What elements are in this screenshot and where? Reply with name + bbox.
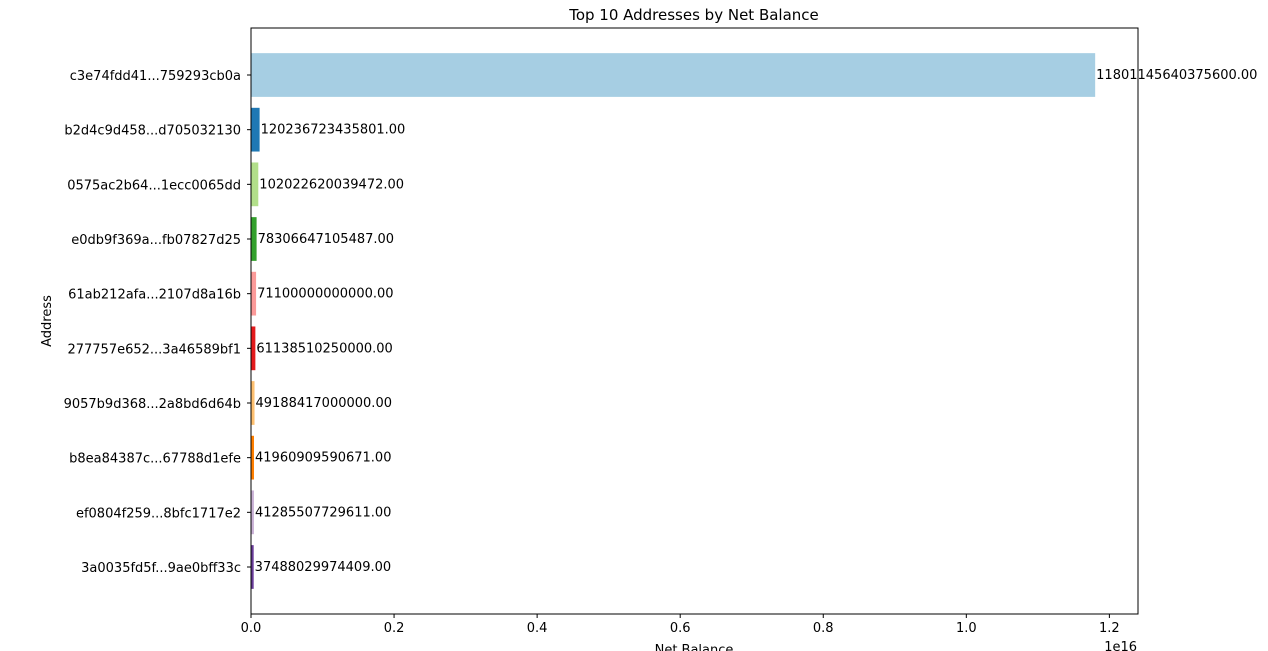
y-tick-label: 277757e652...3a46589bf1: [67, 342, 241, 357]
x-tick-label: 0.8: [813, 621, 834, 636]
value-label: 78306647105487.00: [258, 232, 394, 247]
x-tick-label: 1.2: [1099, 621, 1120, 636]
bar: [251, 545, 254, 589]
x-tick-label: 0.0: [241, 621, 262, 636]
plot-frame: [250, 27, 1139, 615]
y-tick-label: 9057b9d368...2a8bd6d64b: [64, 397, 241, 412]
bar: [251, 435, 255, 480]
x-axis-label: Net Balance: [655, 643, 734, 651]
y-tick-label: c3e74fdd41...759293cb0a: [70, 69, 241, 84]
value-label: 11801145640375600.00: [1096, 68, 1257, 83]
value-label: 71100000000000.00: [257, 287, 393, 302]
y-tick-label: 3a0035fd5f...9ae0bff33c: [81, 561, 241, 576]
y-tick-label: b2d4c9d458...d705032130: [64, 124, 241, 139]
bar: [251, 381, 255, 425]
bar: [251, 162, 259, 207]
x-tick-label: 0.2: [384, 621, 405, 636]
y-axis-label: Address: [40, 295, 55, 347]
value-label: 102022620039472.00: [259, 177, 404, 192]
y-tick-label: ef0804f259...8bfc1717e2: [76, 506, 241, 521]
value-label: 41960909590671.00: [255, 451, 391, 466]
chart-title: Top 10 Addresses by Net Balance: [568, 6, 819, 24]
bar: [251, 326, 256, 371]
x-tick-label: 0.4: [527, 621, 548, 636]
value-label: 41285507729611.00: [255, 505, 391, 520]
y-tick-label: 0575ac2b64...1ecc0065dd: [67, 178, 241, 193]
y-tick-label: b8ea84387c...67788d1efe: [69, 452, 241, 467]
bar: [251, 217, 257, 261]
bar: [251, 107, 260, 152]
bar: [251, 53, 1096, 97]
x-tick-label: 0.6: [670, 621, 691, 636]
value-label: 49188417000000.00: [256, 396, 392, 411]
value-label: 37488029974409.00: [255, 560, 391, 575]
x-offset-label: 1e16: [1104, 640, 1137, 651]
value-label: 120236723435801.00: [261, 123, 406, 138]
bar: [251, 490, 254, 535]
y-tick-label: e0db9f369a...fb07827d25: [71, 233, 241, 248]
value-label: 61138510250000.00: [256, 341, 392, 356]
bar: [251, 271, 257, 316]
x-tick-label: 1.0: [956, 621, 977, 636]
y-tick-label: 61ab212afa...2107d8a16b: [68, 288, 241, 303]
